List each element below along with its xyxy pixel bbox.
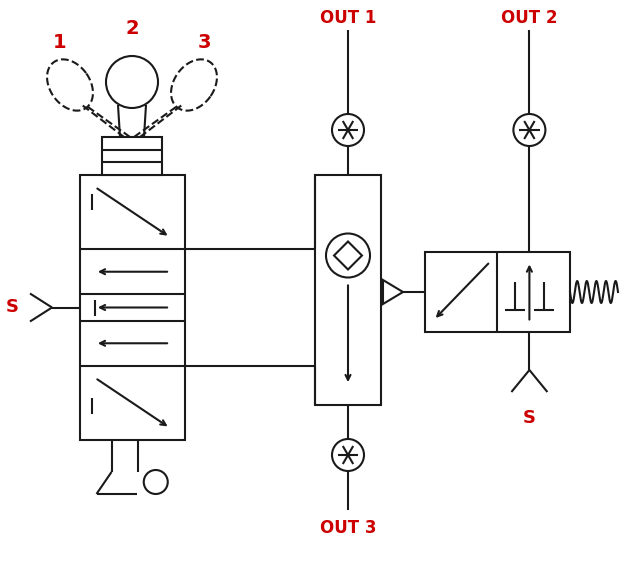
Bar	[315, 175, 381, 405]
Text: S: S	[6, 299, 19, 316]
Text: S: S	[523, 409, 536, 427]
Text: OUT 2: OUT 2	[501, 9, 558, 27]
Text: OUT 1: OUT 1	[320, 9, 376, 27]
Polygon shape	[334, 242, 362, 270]
Bar	[102, 137, 162, 175]
Circle shape	[332, 439, 364, 471]
Text: 2: 2	[125, 19, 139, 38]
Bar	[80, 175, 185, 440]
Circle shape	[326, 234, 370, 278]
Circle shape	[106, 56, 158, 108]
Circle shape	[332, 114, 364, 146]
Polygon shape	[383, 280, 403, 304]
Bar	[425, 252, 570, 332]
Text: OUT 3: OUT 3	[320, 519, 376, 537]
Text: 1: 1	[53, 33, 67, 51]
Text: 3: 3	[197, 33, 211, 51]
Circle shape	[513, 114, 546, 146]
Circle shape	[144, 470, 168, 494]
